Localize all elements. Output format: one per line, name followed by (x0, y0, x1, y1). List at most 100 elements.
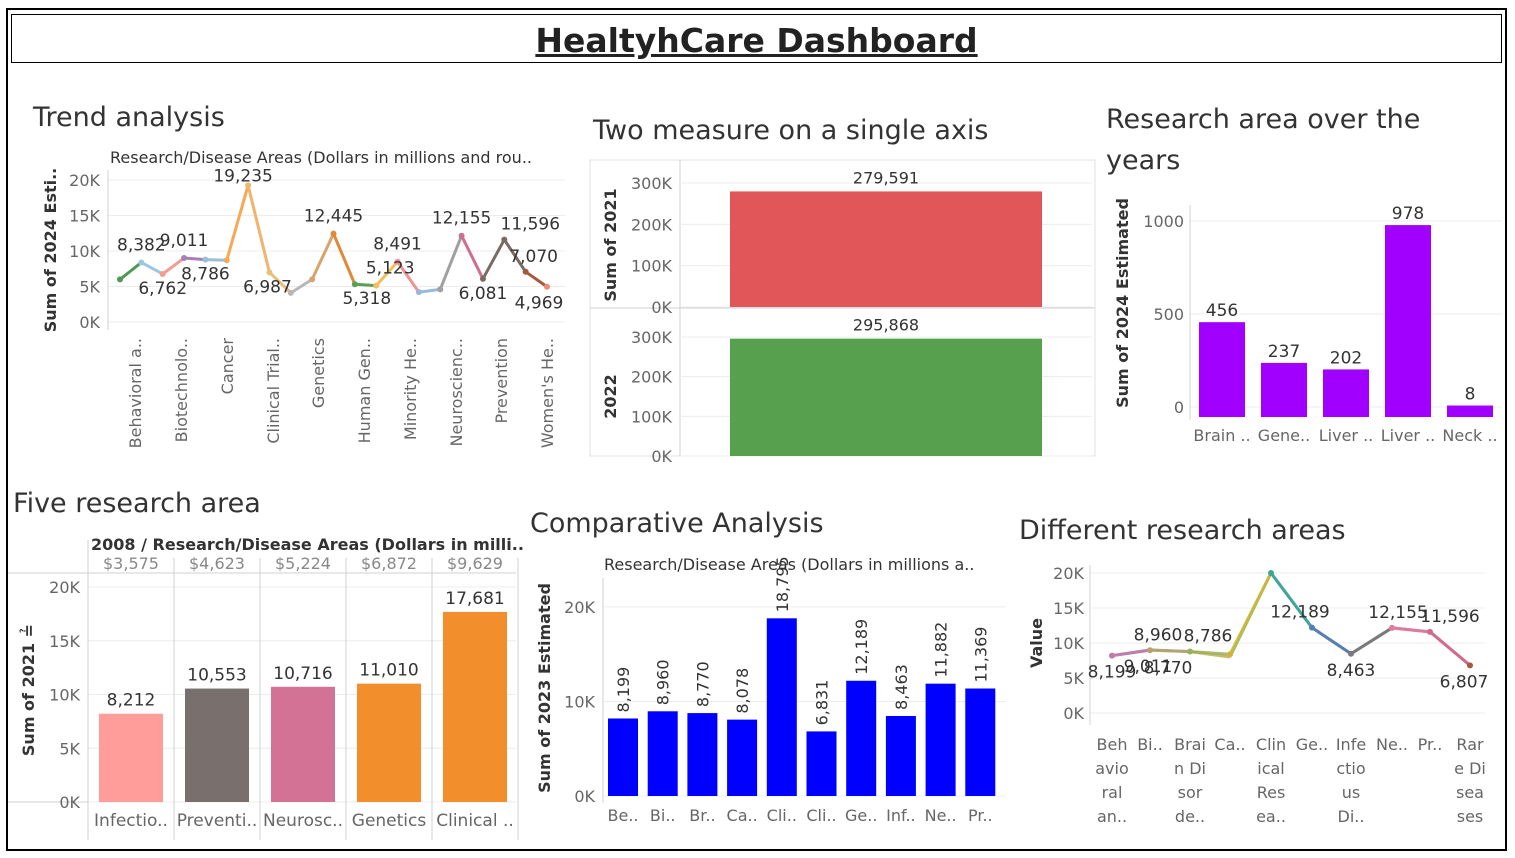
two-measure-y-tick: 100K (631, 257, 673, 276)
trend-line-segment (354, 282, 377, 288)
five-y-tick: 0K (59, 793, 80, 812)
research-years-panel-title-1: Research area over the (1106, 104, 1421, 135)
two-measure-y-tick: 200K (631, 215, 673, 234)
comparative-bar-label: 6,831 (813, 680, 832, 726)
comparative-header: Research/Disease Areas (Dollars in milli… (604, 555, 974, 574)
comparative-x-tick: Br.. (689, 806, 715, 825)
different-y-tick: 0K (1063, 704, 1084, 723)
two-measure-bar (730, 338, 1042, 456)
trend-x-tick: Women's He.. (538, 338, 557, 448)
different-x-tick: Beh (1097, 735, 1128, 754)
comparative-x-tick: Inf.. (886, 806, 916, 825)
trend-line-segment (310, 233, 335, 281)
different-line-segment-a (1350, 626, 1393, 656)
trend-point (181, 255, 188, 262)
five-bar-label: 8,212 (107, 691, 156, 711)
years-x-tick: Brain .. (1193, 426, 1250, 445)
trend-x-tick: Cancer (218, 338, 237, 395)
comparative-y-tick: 20K (564, 598, 595, 617)
trend-point (479, 275, 486, 282)
different-x-tick: avio (1095, 759, 1129, 778)
trend-y-tick: 10K (69, 242, 100, 261)
five-bar (357, 683, 421, 802)
trend-data-label: 12,445 (304, 207, 363, 227)
trend-line-segment (418, 287, 441, 294)
comparative-bar-label: 18,795 (773, 556, 792, 612)
five-column-value: $9,629 (447, 554, 503, 573)
five-bar-label: 10,716 (273, 664, 332, 684)
comparative-y-label: Sum of 2023 Estimated (535, 583, 554, 793)
two-measure-y-tick: 300K (631, 328, 673, 347)
years-y-tick: 500 (1153, 305, 1184, 324)
trend-line-segment (161, 256, 185, 276)
two-measure-bar-label: 295,868 (853, 316, 919, 335)
five-bar-label: 10,553 (187, 666, 246, 686)
different-x-tick: Res (1257, 783, 1286, 802)
trend-line-segment (481, 238, 506, 280)
five-x-tick: Neurosc.. (263, 811, 343, 831)
comparative-bar (687, 713, 718, 796)
different-point (1309, 624, 1315, 631)
trend-point (266, 269, 273, 276)
comparative-bar (846, 680, 877, 796)
different-x-tick: Rar (1456, 735, 1484, 754)
two-measure-chart: 300K 200K 100K 0K 279,591 Sum of 2021 300K 200K… (589, 159, 1096, 466)
five-research-panel-title: Five research area (13, 488, 261, 519)
different-x-tick: ral (1102, 783, 1123, 802)
years-y-label: Sum of 2024 Estimated (1113, 198, 1132, 408)
comparative-bar-label: 8,078 (733, 668, 752, 714)
comparative-bar-label: 8,199 (614, 667, 633, 713)
different-y-tick: 15K (1053, 599, 1084, 618)
different-areas-chart: 20K 15K 10K 5K 0K Value 8,199 8,960 8,786 12,189 8… (1027, 564, 1489, 826)
different-panel-title: Different research areas (1019, 515, 1346, 546)
trend-line-segment (289, 278, 313, 295)
trend-chart: Research/Disease Areas (Dollars in milli… (41, 148, 565, 448)
trend-point (159, 270, 166, 277)
trend-data-label: 8,786 (181, 265, 230, 285)
trend-point (223, 257, 230, 264)
different-data-label: 12,189 (1270, 603, 1329, 623)
comparative-bar (885, 715, 916, 796)
five-y-label: Sum of 2021 ≟ (19, 624, 38, 756)
trend-x-tick: Clinical Trial.. (264, 338, 283, 444)
trend-x-tick: Behavioral a.. (126, 338, 145, 448)
comparative-bar-label: 11,369 (971, 627, 990, 683)
trend-line-segment (375, 260, 399, 287)
different-line-segment-a (1189, 650, 1231, 656)
trend-data-label: 6,081 (459, 284, 508, 304)
trend-point (330, 230, 337, 237)
years-x-tick: Gene.. (1258, 426, 1310, 445)
trend-point (437, 286, 444, 293)
trend-line-segment (396, 260, 421, 294)
five-x-tick: Infectio.. (94, 811, 168, 831)
trend-point (394, 258, 401, 265)
five-y-tick: 15K (49, 632, 80, 651)
title-box: HealtyhCare Dashboard (11, 14, 1502, 63)
different-data-label-secondary: 8,770 (1144, 659, 1193, 679)
different-x-tick: sea (1456, 783, 1484, 802)
trend-y-tick: 0K (79, 313, 100, 332)
two-measure-y-tick: 0K (651, 298, 672, 317)
different-x-tick: Pr.. (1418, 735, 1443, 754)
trend-y-tick: 5K (79, 278, 100, 297)
comparative-bar-label: 8,960 (654, 659, 673, 705)
different-x-tick: e Di (1454, 759, 1486, 778)
different-point (1147, 647, 1153, 654)
two-measure-y-tick: 0K (651, 447, 672, 466)
trend-point (501, 236, 508, 243)
different-point (1427, 628, 1433, 635)
trend-line-segment (524, 270, 548, 288)
different-line-segment-a (1269, 572, 1314, 629)
different-data-label-secondary: 9,011 (1124, 657, 1173, 677)
trend-line-segment (503, 238, 527, 273)
years-bar-label: 8 (1465, 385, 1476, 405)
trend-point (415, 289, 422, 296)
different-data-label: 6,807 (1440, 672, 1489, 692)
years-bar (1323, 369, 1369, 417)
five-research-chart: 2008 / Research/Disease Areas (Dollars i… (8, 535, 524, 840)
trend-line-segment (246, 185, 271, 273)
different-y-tick: 20K (1053, 564, 1084, 583)
different-data-label: 12,155 (1368, 603, 1427, 623)
comparative-bar (647, 711, 678, 796)
different-x-tick: ctio (1336, 759, 1365, 778)
